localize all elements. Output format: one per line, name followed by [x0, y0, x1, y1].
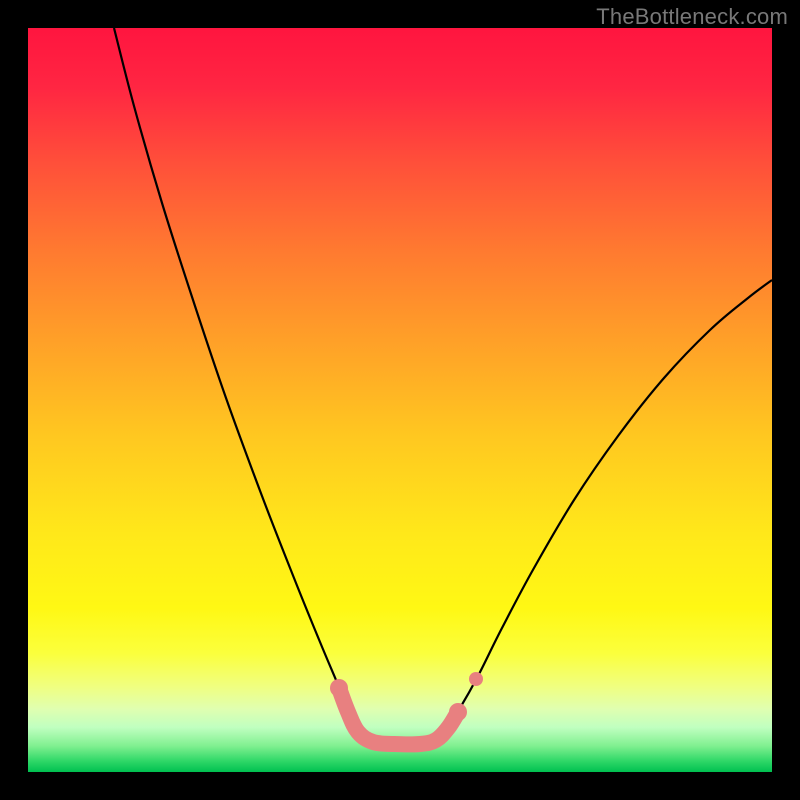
bottleneck-curve-chart [28, 28, 772, 772]
gradient-background [28, 28, 772, 772]
figure-root: TheBottleneck.com [0, 0, 800, 800]
highlight-dot-detached [469, 672, 483, 686]
watermark-source: TheBottleneck.com [596, 4, 788, 30]
highlight-endpoint-right [449, 703, 467, 721]
highlight-endpoint-left [330, 679, 348, 697]
